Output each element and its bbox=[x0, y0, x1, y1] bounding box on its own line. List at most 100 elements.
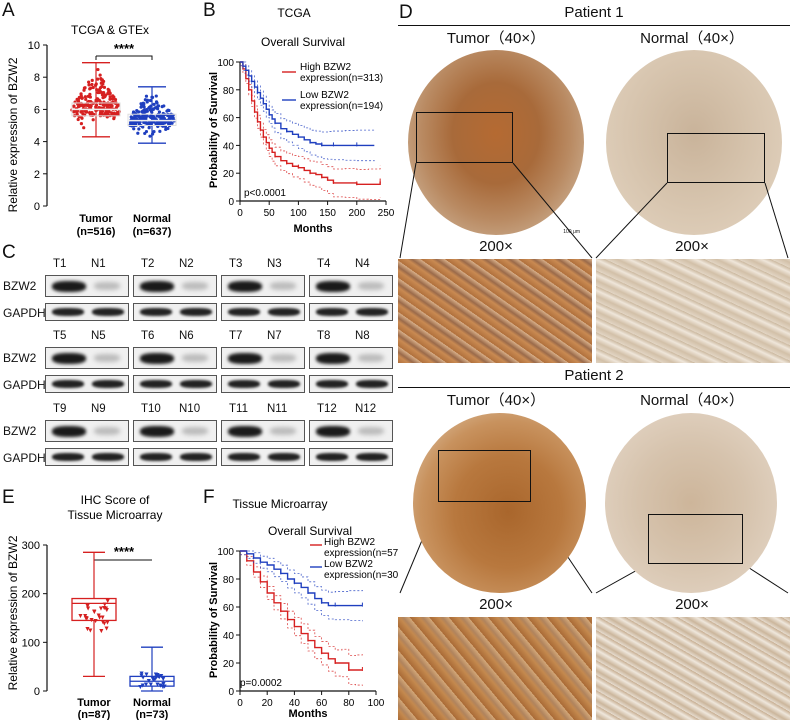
blot-band-gapdh bbox=[180, 308, 212, 316]
chart-e-point: ▼ bbox=[99, 619, 106, 626]
chart-a-point bbox=[76, 117, 80, 122]
chart-b-pvalue: p<0.0001 bbox=[244, 188, 286, 199]
blot-band-tumor bbox=[140, 353, 174, 364]
chart-e-point: ▼ bbox=[95, 612, 102, 619]
chart-a-point bbox=[144, 94, 149, 98]
chart-a-point bbox=[99, 81, 103, 85]
patient1-tumor-zoom-image bbox=[398, 259, 592, 363]
blot-strip-gapdh bbox=[221, 375, 305, 393]
blot-band-tumor bbox=[316, 426, 350, 437]
chart-a-point bbox=[155, 101, 159, 105]
blot-band-gapdh bbox=[356, 380, 388, 388]
chart-e-point: ▼ bbox=[143, 672, 150, 679]
blot-band-gapdh bbox=[52, 453, 84, 461]
chart-a-ytick-label: 4 bbox=[34, 137, 40, 149]
chart-a-point bbox=[88, 87, 92, 91]
chart-f-ytick-label: 40 bbox=[223, 631, 235, 642]
chart-a-point bbox=[106, 87, 110, 91]
panel-label-e: E bbox=[2, 487, 15, 508]
chart-e: IHC Score of Tissue Microarray Relative … bbox=[6, 493, 175, 720]
chart-b-ci-band bbox=[240, 61, 375, 133]
blot-band-tumor bbox=[228, 426, 262, 437]
chart-b-title: TCGA bbox=[277, 6, 310, 20]
chart-f-ytick-label: 80 bbox=[223, 575, 235, 586]
blot-band-gapdh bbox=[316, 308, 348, 316]
chart-e-point: ▼ bbox=[149, 676, 156, 683]
chart-a-point bbox=[83, 95, 88, 99]
blot-band-normal bbox=[270, 354, 296, 362]
blot-band-tumor bbox=[228, 353, 262, 364]
blot-band-tumor bbox=[52, 281, 86, 292]
chart-a-point bbox=[164, 127, 168, 131]
chart-f-legend-high-1: High BZW2 bbox=[324, 537, 376, 548]
chart-a-point bbox=[75, 97, 79, 101]
blot-lane-label: T12 bbox=[317, 403, 337, 415]
chart-e-point: ▼ bbox=[150, 676, 157, 683]
chart-e-point: ▼ bbox=[84, 626, 91, 633]
chart-e-point: ▼ bbox=[87, 628, 94, 635]
chart-e-point: ▼ bbox=[155, 674, 162, 681]
blot-lane-label: N6 bbox=[179, 330, 194, 342]
chart-b-xtick-label: 200 bbox=[348, 208, 365, 219]
chart-f-xtick-label: 0 bbox=[237, 698, 243, 709]
chart-e-ytick-label: 0 bbox=[34, 686, 40, 698]
chart-b-ytick-label: 80 bbox=[223, 86, 235, 97]
chart-a-point bbox=[76, 105, 81, 109]
chart-b-xtick-label: 50 bbox=[264, 208, 276, 219]
chart-e-point: ▼ bbox=[98, 606, 105, 613]
blot-strip-bzw2 bbox=[133, 420, 217, 442]
chart-f-ytick-label: 0 bbox=[228, 687, 234, 698]
patient2-normal-roi-box bbox=[648, 514, 743, 564]
patient2-normal-label: Normal（40×） bbox=[640, 392, 744, 409]
blot-band-normal bbox=[182, 354, 208, 362]
chart-b-legend-high-2: expression(n=313) bbox=[300, 73, 383, 84]
chart-b-xtick-label: 0 bbox=[237, 208, 243, 219]
chart-e-point: ▼ bbox=[156, 674, 163, 681]
patient1-normal-label: Normal（40×） bbox=[640, 30, 744, 47]
chart-a-point bbox=[140, 104, 144, 108]
chart-a-point bbox=[87, 83, 91, 87]
chart-a-cat-normal-2: (n=637) bbox=[133, 226, 172, 238]
blot-strip-gapdh bbox=[45, 448, 129, 466]
chart-a-point bbox=[136, 110, 141, 114]
blot-band-normal bbox=[182, 282, 208, 290]
blot-band-gapdh bbox=[228, 453, 260, 461]
chart-a-point bbox=[142, 105, 146, 109]
blot-lane-label: N1 bbox=[91, 258, 106, 270]
chart-b-ytick-label: 40 bbox=[223, 141, 235, 152]
blot-label-bzw2: BZW2 bbox=[3, 424, 37, 438]
blot-strip-gapdh bbox=[309, 303, 393, 321]
chart-a-point bbox=[148, 108, 152, 112]
chart-a-point bbox=[96, 77, 100, 81]
chart-e-ylabel: Relative expression of BZW2 bbox=[6, 535, 20, 690]
patient2-normal-core bbox=[605, 413, 777, 593]
blot-lane-label: T11 bbox=[229, 403, 248, 415]
chart-a-point bbox=[148, 98, 153, 103]
chart-a-point bbox=[147, 126, 151, 130]
blot-band-gapdh bbox=[140, 453, 172, 461]
chart-e-point: ▼ bbox=[104, 620, 111, 627]
chart-a-point bbox=[137, 127, 141, 131]
chart-a-ytick-label: 2 bbox=[34, 169, 40, 181]
blot-band-tumor bbox=[316, 281, 350, 292]
chart-a-ytick-label: 10 bbox=[28, 40, 40, 52]
chart-b-xtick-label: 100 bbox=[290, 208, 307, 219]
panel-label-f: F bbox=[203, 487, 215, 508]
chart-a-point bbox=[87, 80, 91, 84]
blot-label-bzw2: BZW2 bbox=[3, 279, 37, 293]
chart-a-ytick-label: 6 bbox=[34, 104, 40, 116]
patient1-normal-zoom-label: 200× bbox=[675, 238, 709, 255]
blot-strip-bzw2 bbox=[309, 275, 393, 297]
blot-band-normal bbox=[182, 427, 208, 435]
chart-f-xlabel: Months bbox=[288, 708, 327, 720]
blot-strip-gapdh bbox=[45, 303, 129, 321]
blot-strip-gapdh bbox=[221, 303, 305, 321]
blot-band-gapdh bbox=[92, 453, 124, 461]
chart-a-point bbox=[110, 104, 114, 108]
ihc-panel: Patient 1 Tumor（40×） Normal（40×） 100 μm … bbox=[398, 0, 790, 720]
blot-label-gapdh: GAPDH bbox=[3, 451, 46, 465]
chart-a-point bbox=[84, 97, 88, 101]
blot-strip-gapdh bbox=[45, 375, 129, 393]
chart-e-point: ▼ bbox=[143, 681, 150, 688]
chart-a-point bbox=[75, 111, 79, 115]
